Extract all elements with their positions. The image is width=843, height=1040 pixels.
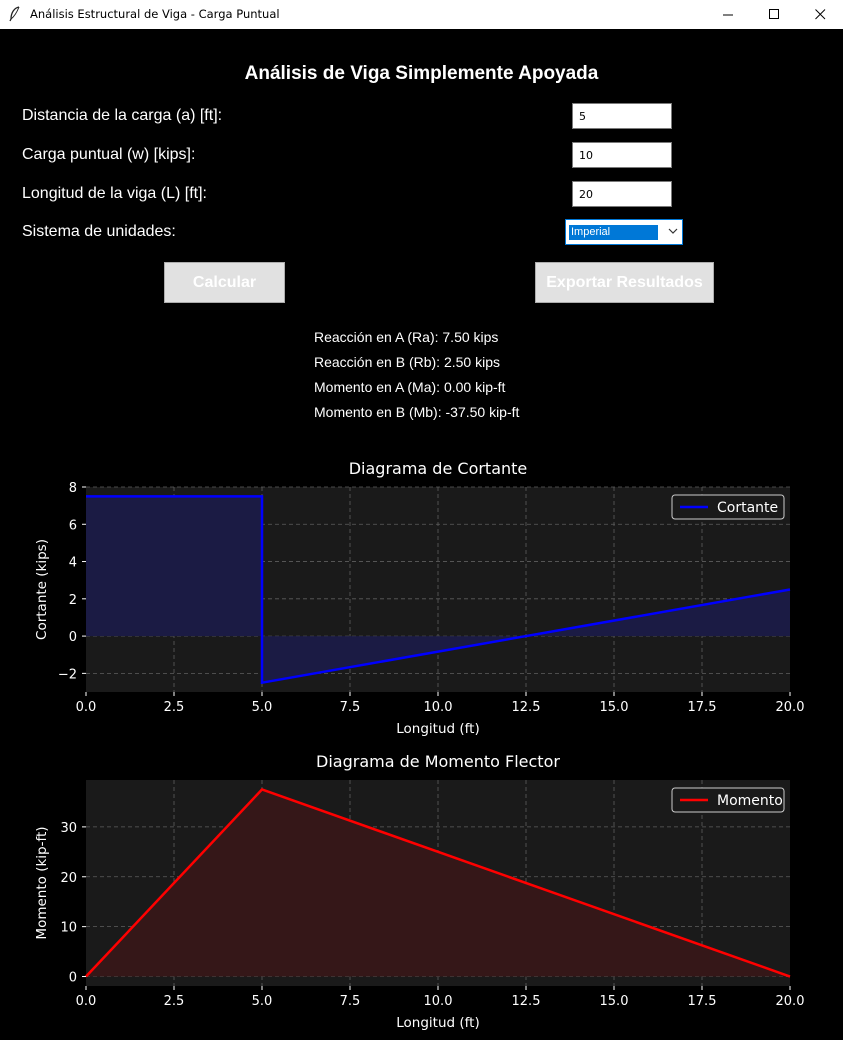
shear-chart: 0.0 2.5 5.0 7.5 10.0 12.5 15.0 17.5 20.0 −2 0 2 4 6 8 D… [34, 459, 805, 737]
x-tick-label: 0.0 [76, 994, 97, 1009]
distance-input[interactable] [572, 103, 672, 129]
reaction-b-text: Reacción en B (Rb): 2.50 kips [314, 354, 500, 370]
moment-chart: 0.0 2.5 5.0 7.5 10.0 12.5 15.0 17.5 20.0 0 10 20 30 D… [34, 752, 805, 1031]
series-line [86, 495, 791, 685]
load-label: Carga puntual (w) [kips]: [22, 146, 196, 163]
distance-label: Distancia de la carga (a) [ft]: [22, 107, 223, 124]
window-title: Análisis Estructural de Viga - Carga Pun… [30, 7, 280, 21]
title-bar: Análisis Estructural de Viga - Carga Pun… [0, 0, 843, 29]
y-tick-label: 30 [60, 821, 77, 836]
x-axis-label: Longitud (ft) [396, 721, 479, 737]
y-tick-label: 10 [60, 921, 77, 936]
x-tick-label: 5.0 [252, 700, 273, 715]
units-selected-value: Imperial [569, 225, 658, 240]
y-tick-label: 0 [69, 971, 77, 986]
page-title: Análisis de Viga Simplemente Apoyada [244, 63, 599, 84]
moment-b-text: Momento en B (Mb): -37.50 kip-ft [314, 404, 520, 420]
maximize-button[interactable] [751, 0, 797, 29]
x-tick-label: 7.5 [340, 994, 361, 1009]
minimize-icon [722, 14, 733, 16]
maximize-icon [768, 9, 779, 19]
y-tick-label: 4 [69, 556, 77, 571]
legend-label: Cortante [717, 500, 778, 516]
close-button[interactable] [797, 0, 843, 29]
series-fill [86, 789, 790, 977]
chevron-down-icon [668, 228, 678, 234]
export-button[interactable]: Exportar Resultados [535, 262, 714, 303]
y-tick-label: 8 [69, 481, 77, 496]
x-tick-label: 17.5 [688, 700, 717, 715]
y-axis-label: Cortante (kips) [34, 539, 50, 640]
x-tick-label: 0.0 [76, 700, 97, 715]
minimize-button[interactable] [705, 0, 751, 29]
x-tick-label: 10.0 [424, 994, 453, 1009]
y-tick-label: 6 [69, 518, 77, 533]
length-label: Longitud de la viga (L) [ft]: [22, 185, 207, 202]
y-axis-label: Momento (kip-ft) [34, 826, 50, 939]
x-tick-label: 10.0 [424, 700, 453, 715]
y-tick-label: 0 [69, 630, 77, 645]
feather-icon [9, 6, 20, 22]
legend-box [671, 494, 785, 520]
x-tick-label: 15.0 [600, 994, 629, 1009]
moment-a-text: Momento en A (Ma): 0.00 kip-ft [314, 379, 506, 395]
x-tick-label: 2.5 [164, 700, 185, 715]
x-axis-label: Longitud (ft) [396, 1015, 479, 1031]
y-tick-label: 2 [69, 593, 77, 608]
x-tick-label: 20.0 [776, 700, 805, 715]
x-tick-label: 20.0 [776, 994, 805, 1009]
chart-title: Diagrama de Momento Flector [316, 752, 560, 771]
x-tick-label: 5.0 [252, 994, 273, 1009]
chart-title: Diagrama de Cortante [349, 459, 528, 478]
x-tick-label: 12.5 [512, 700, 541, 715]
close-icon [814, 9, 825, 20]
y-tick-label: 20 [60, 871, 77, 886]
calculate-button[interactable]: Calcular [164, 262, 285, 303]
units-select[interactable]: Imperial [565, 219, 683, 245]
x-tick-label: 15.0 [600, 700, 629, 715]
reaction-a-text: Reacción en A (Ra): 7.50 kips [314, 329, 499, 345]
series-line [85, 788, 791, 978]
legend-label: Momento [717, 793, 783, 809]
units-label: Sistema de unidades: [22, 223, 176, 240]
length-input[interactable] [572, 181, 672, 207]
legend-box [671, 787, 785, 813]
load-input[interactable] [572, 142, 672, 168]
x-tick-label: 2.5 [164, 994, 185, 1009]
x-tick-label: 17.5 [688, 994, 717, 1009]
x-tick-label: 7.5 [340, 700, 361, 715]
x-tick-label: 12.5 [512, 994, 541, 1009]
y-tick-label: −2 [58, 667, 77, 682]
